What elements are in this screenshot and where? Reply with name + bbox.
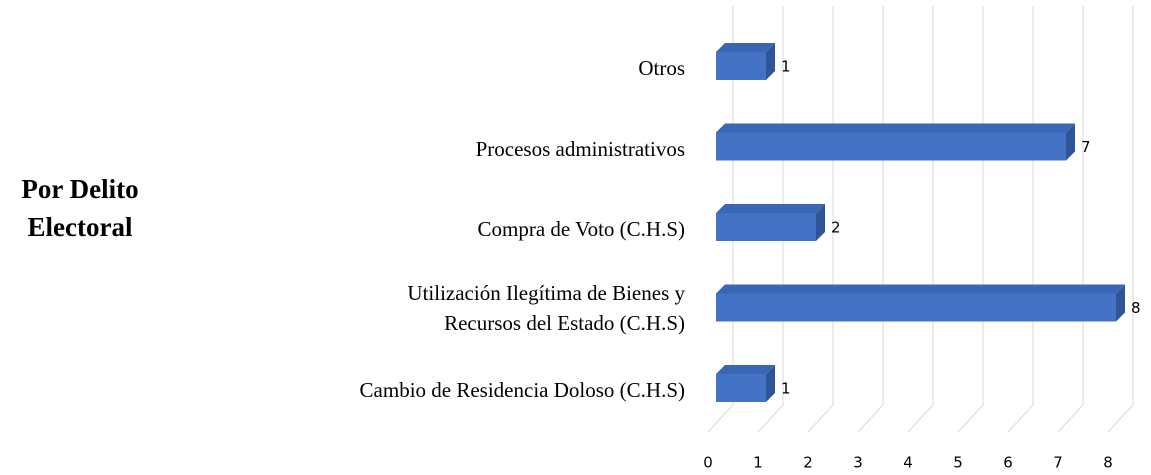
bar-top [716,284,1125,294]
data-label: 8 [1131,299,1141,317]
chart-title: Por Delito Electoral [21,174,139,242]
y-tick-label: Compra de Voto (C.H.S) [477,217,685,241]
x-tick-label: 7 [1053,454,1063,472]
bar [716,293,1116,322]
bar-side [1066,123,1075,161]
bar-top [716,123,1075,133]
data-label: 7 [1081,138,1091,156]
grid-line [957,6,984,433]
bar [716,374,766,402]
bar-side [816,204,825,241]
bar-side [766,43,775,80]
grid-line [1057,6,1084,433]
y-tick-label: Otros [638,56,685,80]
y-tick-label: Utilización Ilegítima de Bienes y Recurs… [407,280,685,335]
grid-line [1107,6,1134,433]
grid-line [857,6,884,433]
bar-side [766,365,775,402]
grid-line [1007,6,1034,433]
data-label: 1 [781,58,791,76]
bar-top [716,43,775,52]
data-label: 1 [781,380,791,398]
y-tick-label: Cambio de Residencia Doloso (C.H.S) [359,378,685,402]
x-tick-label: 3 [853,454,863,472]
x-tick-label: 2 [803,454,813,472]
grid-line [907,6,934,433]
bar [716,132,1066,161]
x-tick-label: 6 [1003,454,1013,472]
bar-top [716,365,775,374]
bar-top [716,204,825,213]
x-tick-label: 4 [903,454,913,472]
bar-side [1116,284,1125,322]
y-tick-label: Procesos administrativos [475,136,685,161]
bar [716,52,766,80]
bar [716,213,816,241]
x-tick-label: 1 [753,454,763,472]
x-tick-label: 5 [953,454,963,472]
data-label: 2 [831,219,841,237]
x-tick-label: 8 [1103,454,1113,472]
x-tick-label: 0 [703,454,713,472]
